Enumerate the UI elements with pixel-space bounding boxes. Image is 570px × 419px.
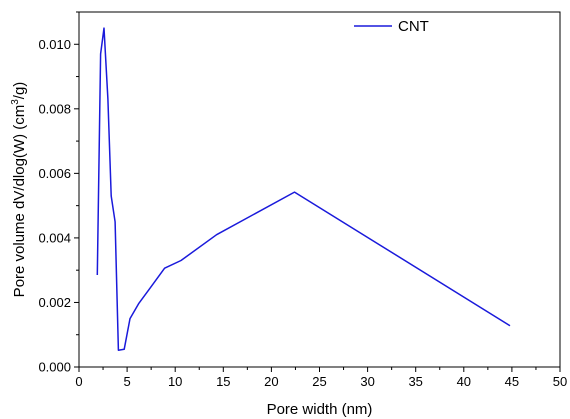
y-tick-label: 0.000 <box>38 360 71 375</box>
legend-label-cnt: CNT <box>398 18 429 35</box>
x-tick-label: 50 <box>553 374 567 389</box>
series-layer <box>96 27 511 351</box>
y-tick-label: 0.004 <box>38 230 71 245</box>
y-tick-label: 0.002 <box>38 295 71 310</box>
x-tick-label: 20 <box>264 374 278 389</box>
y-axis-label: Pore volume dV/dlog(W) (cm3/g) <box>10 82 28 298</box>
x-tick-label: 5 <box>123 374 130 389</box>
x-tick-label: 25 <box>312 374 326 389</box>
x-tick-label: 45 <box>505 374 519 389</box>
x-tick-label: 0 <box>75 374 82 389</box>
y-tick-label: 0.006 <box>38 166 71 181</box>
y-axis-label-prefix: Pore volume dV/dlog(W) (cm <box>11 105 28 298</box>
y-tick-label: 0.008 <box>38 101 71 116</box>
x-tick-label: 35 <box>408 374 422 389</box>
x-tick-label: 15 <box>216 374 230 389</box>
x-axis-label: Pore width (nm) <box>267 401 373 418</box>
series-line-cnt <box>96 27 511 351</box>
y-axis-label-suffix: /g) <box>11 82 28 100</box>
y-tick-label: 0.010 <box>38 37 71 52</box>
legend: CNT <box>354 18 429 35</box>
x-tick-label: 30 <box>360 374 374 389</box>
plot-frame <box>78 11 561 368</box>
axis-ticks: 0 5 10 15 20 25 30 35 40 45 50 0.000 0.002 0.004 0.006… <box>38 11 567 389</box>
x-tick-label: 10 <box>168 374 182 389</box>
x-tick-label: 40 <box>457 374 471 389</box>
y-axis-label-superscript: 3 <box>10 99 21 105</box>
